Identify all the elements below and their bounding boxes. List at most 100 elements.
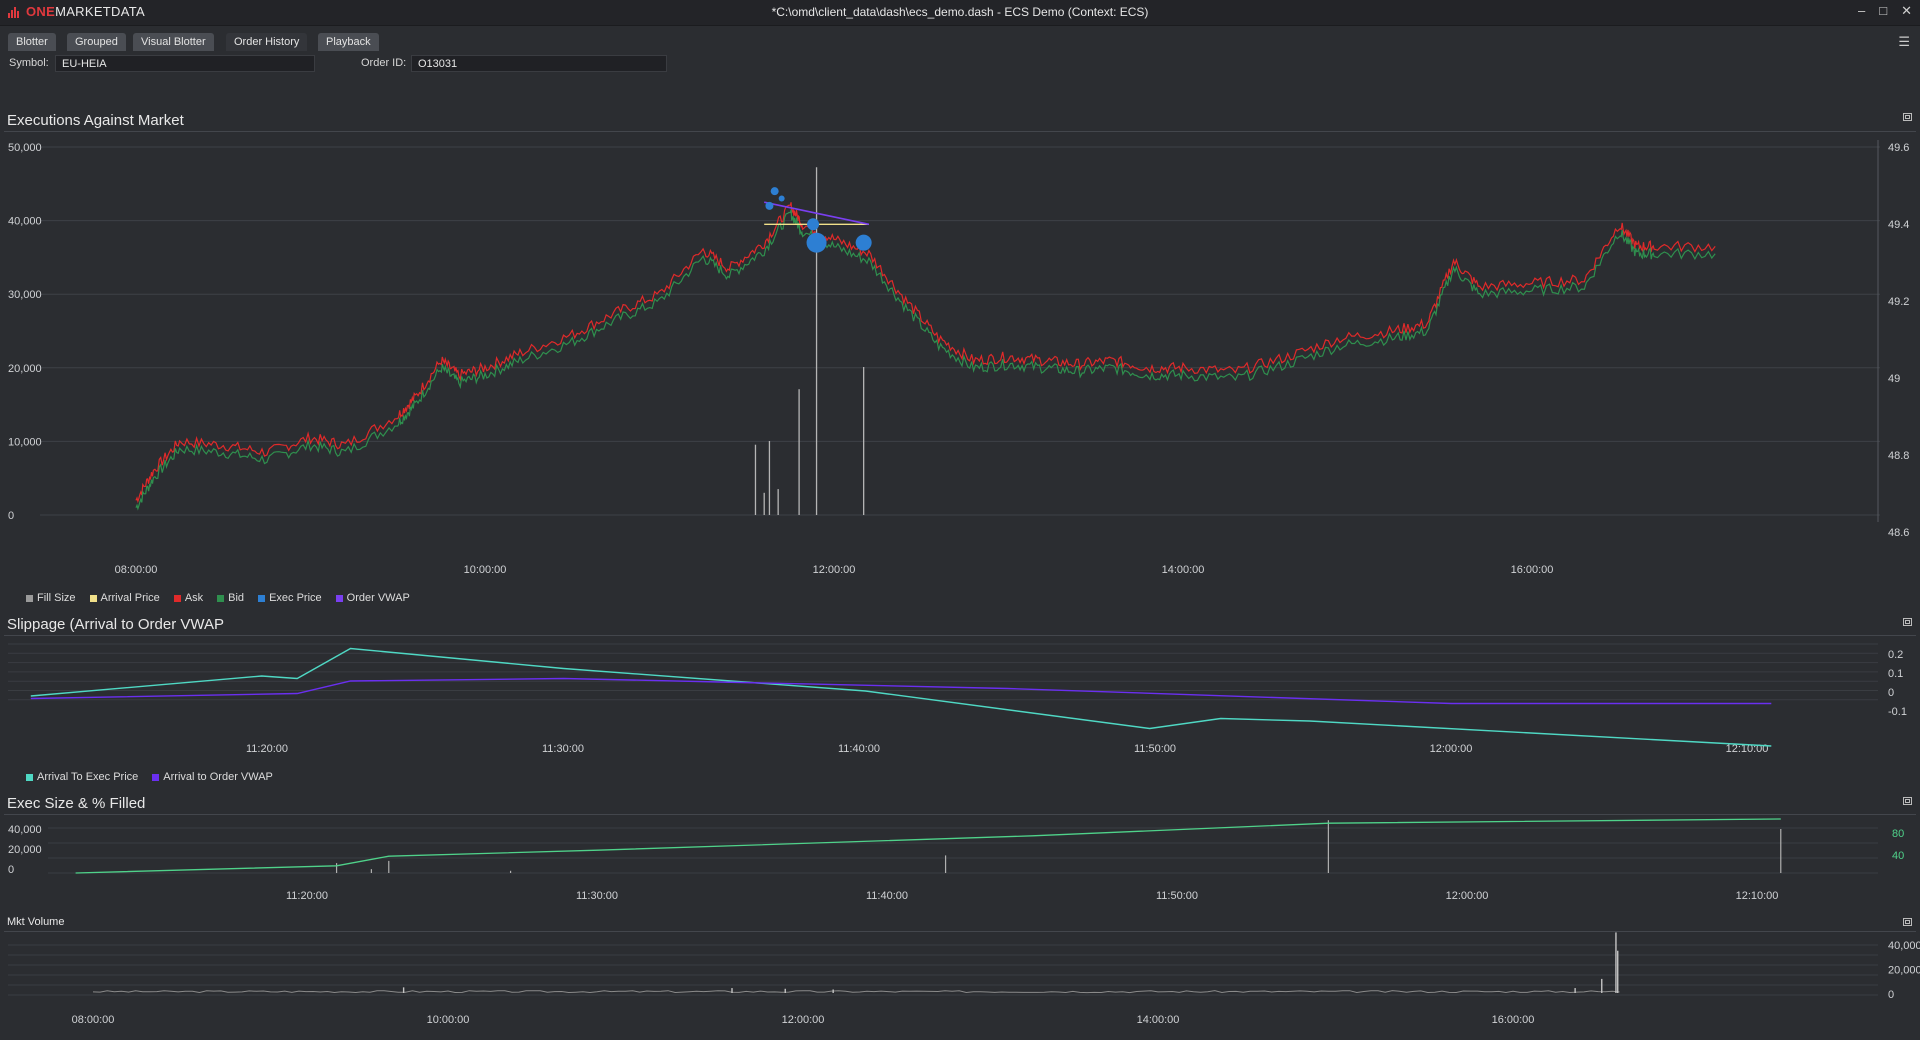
legend-label: Arrival Price	[100, 592, 160, 604]
x-tick-label: 16:00:00	[1511, 564, 1554, 576]
x-tick-label: 11:30:00	[542, 743, 584, 755]
y-tick-label: 40,000	[8, 216, 42, 228]
exec-price-point	[807, 218, 820, 231]
divider	[4, 814, 1916, 815]
ask-line	[135, 202, 1716, 504]
filter-bar: Symbol: EU-HEIA Order ID: O13031	[0, 54, 1920, 74]
legend-label: Fill Size	[37, 592, 76, 604]
x-tick-label: 11:50:00	[1156, 890, 1198, 902]
y-right-tick-label: 40	[1892, 850, 1904, 862]
divider	[4, 635, 1916, 636]
legend-swatch	[217, 594, 225, 602]
symbol-input[interactable]: EU-HEIA	[55, 55, 315, 72]
legend-swatch	[152, 773, 160, 781]
y-tick-label: 50,000	[8, 142, 42, 154]
legend-item[interactable]: Arrival Price	[89, 592, 160, 604]
slippage-legend: Arrival To Exec Price Arrival to Order VW…	[26, 771, 273, 783]
exec-size-panel-title: Exec Size & % Filled	[7, 795, 146, 812]
exec-price-point	[855, 234, 872, 251]
slippage-line	[30, 647, 1772, 747]
exec-size-chart: 40,000 20,000 0 80 40 11:20:00 11:30:00 11:40:0…	[8, 818, 1904, 902]
legend-label: Ask	[184, 592, 204, 604]
y-tick-label: 0	[1888, 989, 1894, 1001]
y-tick-label: 40,000	[1888, 940, 1920, 952]
minimize-icon[interactable]: –	[1858, 3, 1866, 18]
pct-filled-line	[75, 818, 1781, 874]
x-tick-label: 11:50:00	[1134, 743, 1176, 755]
legend-swatch	[26, 773, 33, 781]
x-tick-label: 12:10:00	[1726, 743, 1769, 755]
restore-icon[interactable]: □	[1879, 3, 1888, 18]
legend-swatch	[26, 594, 33, 602]
y-tick-label: 0	[1888, 687, 1894, 699]
exec-maximize-icon[interactable]	[1903, 113, 1912, 121]
y-right-tick-label: 48.6	[1888, 527, 1909, 539]
x-tick-label: 12:10:00	[1736, 890, 1779, 902]
logo-marketdata-text: MARKETDATA	[55, 4, 145, 19]
order-vwap-line	[764, 201, 870, 226]
x-tick-label: 11:40:00	[866, 890, 908, 902]
legend-item[interactable]: Exec Price	[258, 592, 322, 604]
logo-one-text: ONE	[26, 4, 56, 19]
y-tick-label: 40,000	[8, 824, 42, 836]
divider	[4, 931, 1916, 932]
tab-playback[interactable]: Playback	[318, 33, 379, 51]
legend-swatch	[89, 594, 97, 602]
x-tick-label: 08:00:00	[72, 1014, 115, 1026]
title-bar: ONE MARKETDATA *C:\omd\client_data\dash\e…	[0, 0, 1920, 26]
x-tick-label: 11:30:00	[576, 890, 618, 902]
slippage-panel-title: Slippage (Arrival to Order VWAP	[7, 616, 225, 633]
y-tick-label: 20,000	[8, 363, 42, 375]
x-tick-label: 11:20:00	[286, 890, 328, 902]
slippage-chart: 0.2 0.1 0 -0.1 11:20:00 11:30:00 11:40:00 11:50…	[8, 643, 1907, 755]
legend-item[interactable]: Fill Size	[26, 592, 76, 604]
tab-visual-blotter[interactable]: Visual Blotter	[133, 33, 214, 51]
x-tick-label: 12:00:00	[1446, 890, 1489, 902]
legend-item[interactable]: Arrival to Order VWAP	[152, 771, 273, 783]
mkt-volume-baseline	[92, 990, 1620, 994]
y-right-tick-label: 80	[1892, 828, 1904, 840]
order-id-input[interactable]: O13031	[411, 55, 667, 72]
y-right-tick-label: 48.8	[1888, 450, 1909, 462]
exec-size-maximize-icon[interactable]	[1903, 797, 1912, 805]
x-tick-label: 12:00:00	[782, 1014, 825, 1026]
divider	[4, 131, 1916, 132]
exec-price-point	[778, 195, 785, 202]
legend-label: Arrival to Order VWAP	[163, 771, 273, 783]
x-tick-label: 16:00:00	[1492, 1014, 1535, 1026]
legend-item[interactable]: Bid	[217, 592, 244, 604]
legend-item[interactable]: Arrival To Exec Price	[26, 771, 138, 783]
menu-icon[interactable]: ☰	[1898, 34, 1910, 49]
close-icon[interactable]: ✕	[1901, 3, 1912, 18]
y-right-tick-label: 49	[1888, 373, 1900, 385]
x-tick-label: 10:00:00	[464, 564, 507, 576]
legend-item[interactable]: Order VWAP	[335, 592, 410, 604]
tab-order-history[interactable]: Order History	[226, 33, 308, 51]
y-tick-label: 0.2	[1888, 649, 1903, 661]
tab-blotter[interactable]: Blotter	[8, 33, 56, 51]
x-tick-label: 10:00:00	[427, 1014, 470, 1026]
x-tick-label: 12:00:00	[813, 564, 856, 576]
y-tick-label: 0.1	[1888, 668, 1903, 680]
y-tick-label: 0	[8, 510, 14, 522]
x-tick-label: 14:00:00	[1137, 1014, 1180, 1026]
mkt-volume-maximize-icon[interactable]	[1903, 918, 1912, 926]
order-id-label: Order ID:	[361, 57, 407, 69]
slippage-line	[30, 677, 1772, 705]
tab-grouped[interactable]: Grouped	[67, 33, 126, 51]
tab-bar: Blotter Grouped Visual Blotter Order His…	[0, 26, 1920, 54]
legend-label: Bid	[228, 592, 245, 604]
y-tick-label: 10,000	[8, 436, 42, 448]
mkt-volume-panel-title: Mkt Volume	[7, 916, 65, 928]
y-right-tick-label: 49.6	[1888, 142, 1909, 154]
bid-line	[135, 209, 1716, 511]
x-tick-label: 11:20:00	[246, 743, 288, 755]
y-tick-label: 20,000	[1888, 965, 1920, 977]
window-controls: – □ ✕	[1858, 3, 1912, 19]
legend-item[interactable]: Ask	[173, 592, 204, 604]
mkt-volume-chart: 40,000 20,000 0 08:00:00 10:00:00 12:00:00 14:…	[8, 932, 1920, 1026]
legend-swatch	[173, 594, 181, 602]
x-tick-label: 11:40:00	[838, 743, 880, 755]
slippage-maximize-icon[interactable]	[1903, 618, 1912, 626]
legend-label: Arrival To Exec Price	[37, 771, 139, 783]
